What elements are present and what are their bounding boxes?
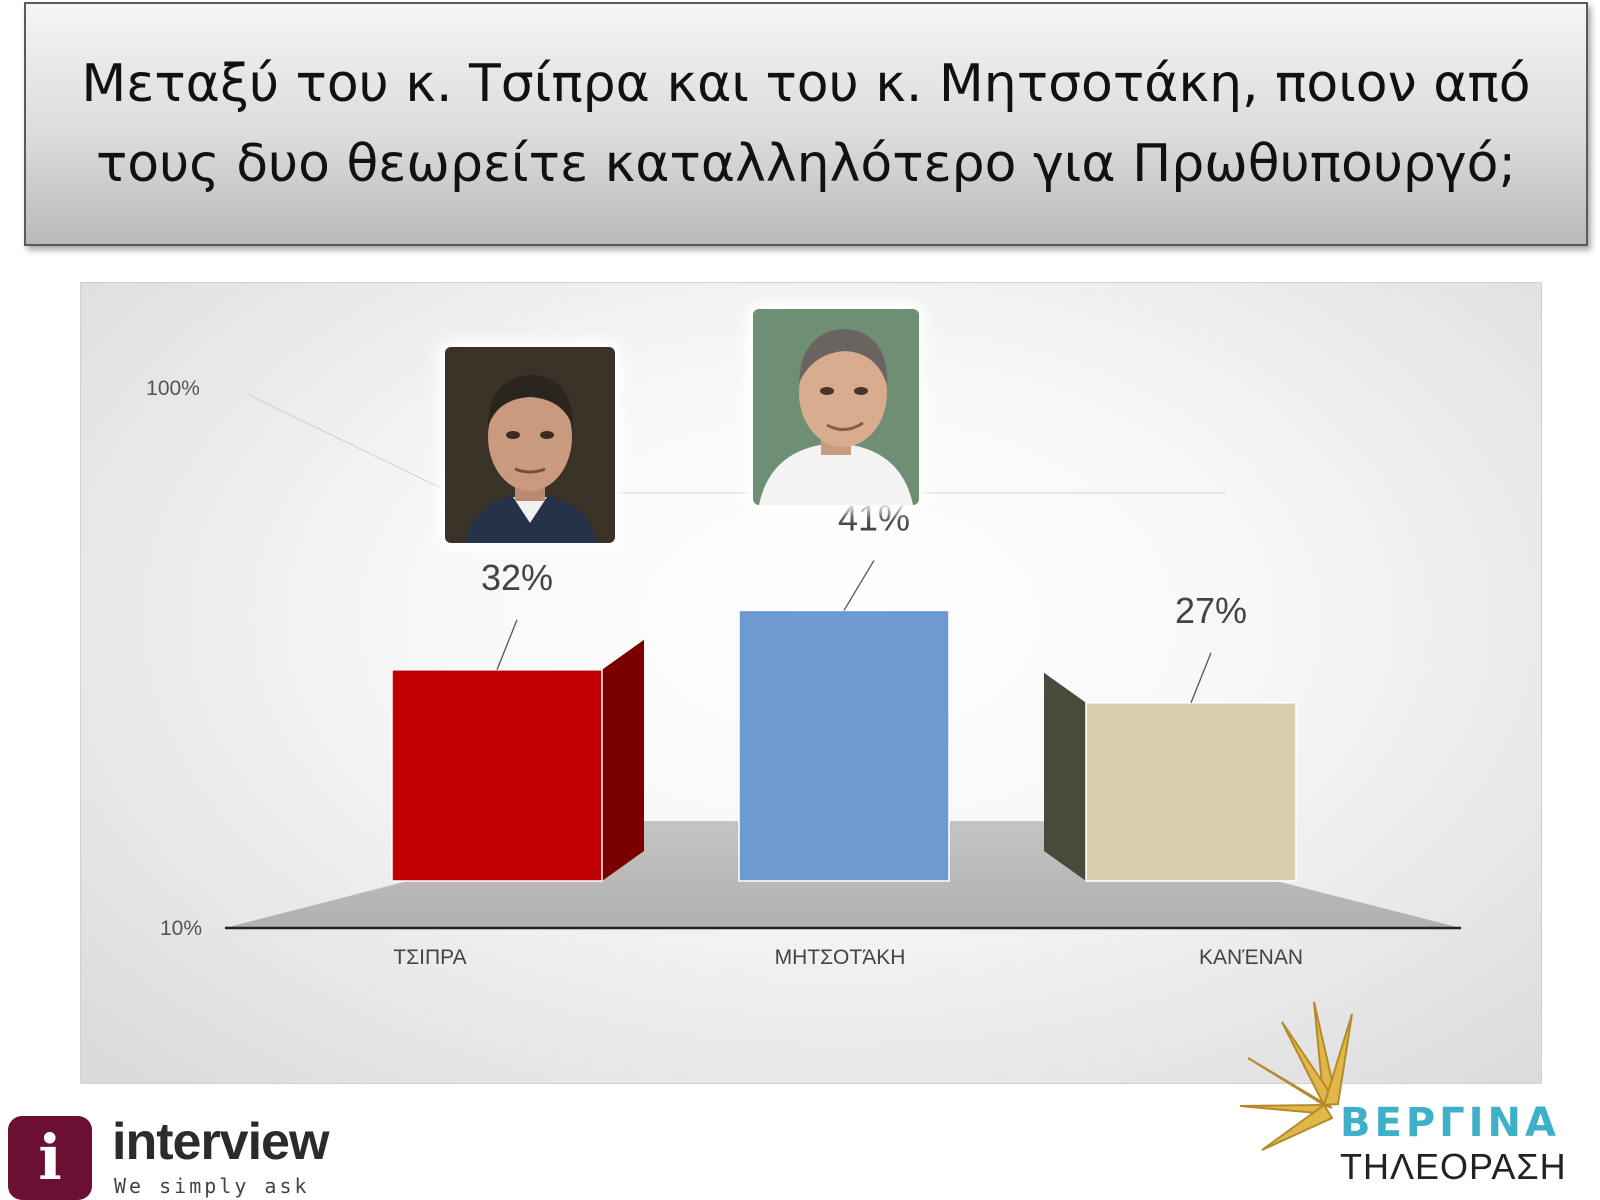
tsipras-photo (445, 347, 615, 543)
mitsotakis-photo (753, 309, 919, 505)
chart-panel: 100% 10% 32% ΤΣΙΠΡΑ 41% ΜΗΤΣΟΤΆΚΗ 27% ΚΑΝΈΝΑΝ (80, 282, 1542, 1084)
bar-front-3 (1085, 702, 1297, 882)
bar-3 (1044, 672, 1297, 882)
bar-side-3 (1044, 672, 1086, 881)
interview-logo-tagline: We simply ask (114, 1174, 310, 1198)
tsipras-portrait (445, 347, 615, 543)
data-label-3: 27% (1175, 590, 1247, 631)
info-icon: i (8, 1116, 92, 1200)
data-label-leader-2 (843, 560, 875, 611)
chart-title: Μεταξύ του κ. Τσίπρα και του κ. Μητσοτάκ… (81, 54, 1531, 194)
title-box: Μεταξύ του κ. Τσίπρα και του κ. Μητσοτάκ… (24, 2, 1588, 246)
bar-front-2 (738, 609, 950, 882)
data-label-1: 32% (481, 557, 553, 598)
interview-logo-name: interview (112, 1113, 329, 1171)
bar-1 (391, 639, 644, 882)
guide-line-100 (248, 394, 442, 489)
y-tick-100: 100% (146, 377, 200, 400)
bar-side-1 (602, 639, 644, 881)
vergina-logo-subtitle: ΤΗΛΕΟΡΑΣΗ (1340, 1146, 1567, 1187)
x-tick-label-2: ΜΗΤΣΟΤΆΚΗ (775, 946, 906, 969)
bar-2 (738, 609, 950, 882)
vergina-logo: ΒΕΡΓΙΝΑ ΤΗΛΕΟΡΑΣΗ (1240, 1000, 1590, 1195)
vergina-logo-name: ΒΕΡΓΙΝΑ (1340, 1100, 1560, 1146)
interview-logo: i interview We simply ask (8, 1113, 368, 1200)
bar-front-1 (391, 669, 603, 882)
vergina-sun-icon (1240, 1001, 1353, 1151)
y-tick-10: 10% (160, 917, 202, 940)
x-tick-label-1: ΤΣΙΠΡΑ (393, 946, 466, 969)
mitsotakis-portrait (753, 309, 919, 505)
x-tick-label-3: ΚΑΝΈΝΑΝ (1199, 946, 1303, 969)
data-label-leader-3 (1190, 652, 1212, 704)
data-label-leader-1 (496, 619, 518, 671)
